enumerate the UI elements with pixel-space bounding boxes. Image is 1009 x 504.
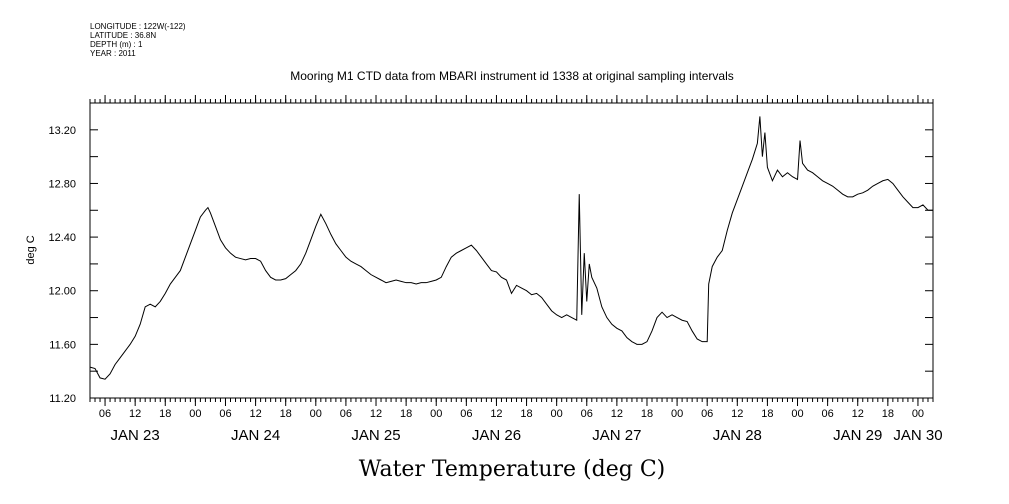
y-tick-label: 13.20 (48, 125, 76, 137)
x-hour-tick-label: 12 (611, 408, 623, 420)
chart-title: Mooring M1 CTD data from MBARI instrumen… (290, 69, 734, 83)
year-text: YEAR : 2011 (90, 49, 136, 58)
y-tick-label: 11.60 (49, 339, 76, 351)
x-hour-tick-label: 00 (551, 408, 563, 420)
x-hour-tick-label: 18 (761, 408, 773, 420)
x-hour-tick-label: 00 (310, 408, 322, 420)
x-hour-tick-label: 00 (791, 408, 803, 420)
x-day-label: JAN 26 (472, 427, 521, 444)
x-hour-tick-label: 18 (159, 408, 171, 420)
x-hour-tick-label: 12 (731, 408, 743, 420)
x-day-label: JAN 28 (713, 427, 762, 444)
x-hour-tick-label: 12 (249, 408, 261, 420)
x-hour-tick-label: 00 (671, 408, 683, 420)
longitude-text: LONGITUDE : 122W(-122) (90, 22, 186, 31)
x-hour-tick-label: 18 (280, 408, 292, 420)
x-hour-tick-label: 12 (852, 408, 864, 420)
series-line (89, 116, 933, 380)
y-tick-label: 12.40 (48, 232, 76, 244)
x-hour-tick-label: 00 (430, 408, 442, 420)
x-hour-tick-label: 18 (882, 408, 894, 420)
y-axis-label: deg C (25, 235, 37, 264)
x-hour-tick-label: 06 (822, 408, 834, 420)
latitude-text: LATITUDE : 36.8N (90, 31, 157, 40)
x-day-label: JAN 30 (893, 427, 942, 444)
x-hour-tick-label: 06 (219, 408, 231, 420)
x-day-label: JAN 24 (231, 427, 280, 444)
x-hour-tick-label: 06 (340, 408, 352, 420)
x-hour-tick-label: 12 (370, 408, 382, 420)
x-hour-tick-label: 06 (701, 408, 713, 420)
y-tick-label: 12.00 (48, 286, 76, 298)
depth-text: DEPTH (m) : 1 (90, 40, 143, 49)
x-hour-tick-label: 12 (490, 408, 502, 420)
x-hour-tick-label: 06 (581, 408, 593, 420)
y-tick-label: 12.80 (48, 178, 76, 190)
x-hour-tick-label: 18 (400, 408, 412, 420)
x-hour-tick-label: 18 (520, 408, 532, 420)
x-day-label: JAN 23 (111, 427, 160, 444)
axis-ticks (89, 95, 934, 406)
x-hour-tick-label: 06 (460, 408, 472, 420)
x-hour-tick-label: 06 (99, 408, 111, 420)
axis-tick-labels: 06 12 18 00 06 12 18 00 06 12 18 00 06 12 18 00 06 12 18 00… (48, 125, 942, 444)
x-axis-label: Water Temperature (deg C) (359, 457, 666, 482)
x-day-label: JAN 25 (351, 427, 400, 444)
x-hour-tick-label: 00 (912, 408, 924, 420)
x-day-label: JAN 27 (592, 427, 641, 444)
x-hour-tick-label: 18 (641, 408, 653, 420)
y-tick-label: 11.20 (49, 393, 76, 405)
plot-frame (89, 102, 934, 399)
x-hour-tick-label: 12 (129, 408, 141, 420)
x-day-label: JAN 29 (833, 427, 882, 444)
x-hour-tick-label: 00 (189, 408, 201, 420)
